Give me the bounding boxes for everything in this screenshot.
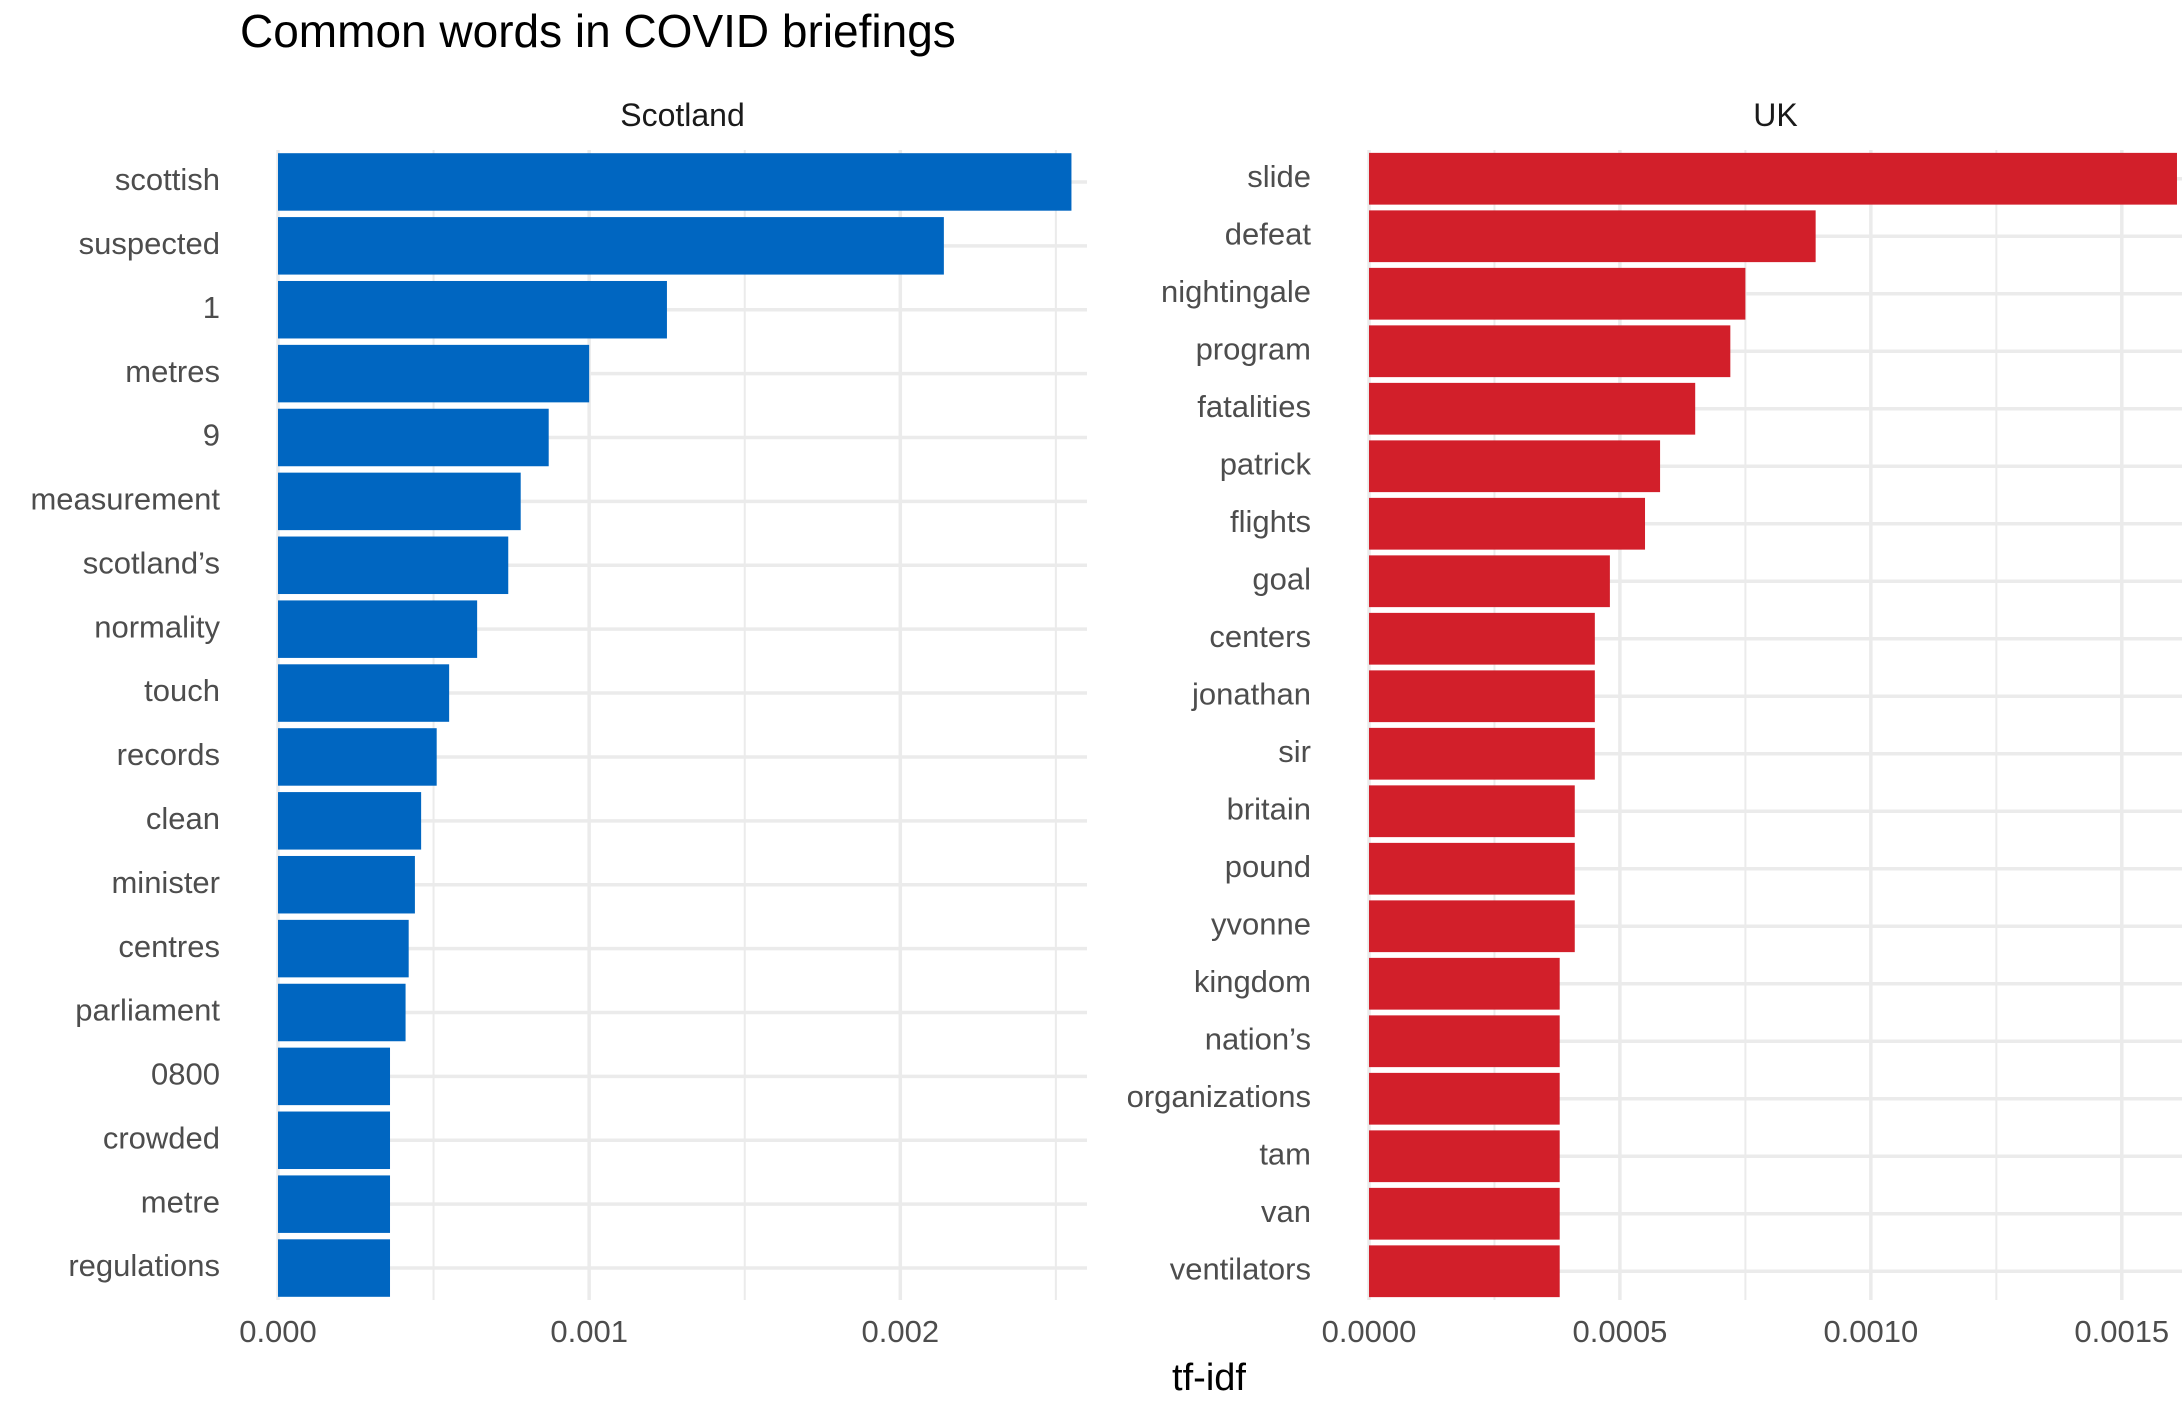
x-tick-label: 0.0005 <box>1573 1314 1668 1349</box>
y-tick-label: patrick <box>1220 446 1312 481</box>
bar <box>278 600 478 658</box>
x-tick-label: 0.000 <box>239 1314 317 1349</box>
bar <box>278 1239 391 1297</box>
y-tick-label: 0800 <box>151 1057 220 1092</box>
bar <box>278 728 437 786</box>
y-tick-label: measurement <box>30 482 220 517</box>
panel-uk: slide defeat nightingale program fatalities p… <box>1127 97 2182 1349</box>
y-tick-label: nightingale <box>1161 274 1311 309</box>
y-tick-label: touch <box>144 673 220 708</box>
bar <box>278 855 415 914</box>
x-tick-label: 0.0015 <box>2074 1314 2169 1349</box>
x-tick-label: 0.0000 <box>1322 1314 1417 1349</box>
y-tick-label: kingdom <box>1194 964 1311 999</box>
bar <box>278 1175 391 1233</box>
y-tick-label: van <box>1261 1194 1311 1229</box>
y-tick-label: minister <box>111 865 220 900</box>
x-tick-label: 0.002 <box>862 1314 940 1349</box>
bar <box>278 664 450 722</box>
bar <box>278 919 409 978</box>
panel-scotland: scottish suspected 1 metres 9 measurement scot… <box>30 97 1087 1349</box>
bar <box>1369 1130 1560 1183</box>
bar <box>278 280 667 339</box>
y-tick-label: clean <box>146 801 220 836</box>
bar <box>1369 900 1575 953</box>
bar <box>1369 497 1646 550</box>
y-tick-label: parliament <box>75 993 220 1028</box>
y-tick-label: crowded <box>103 1120 220 1155</box>
y-tick-label: pound <box>1225 849 1311 884</box>
x-tick-label: 0.001 <box>550 1314 628 1349</box>
y-tick-label: normality <box>94 609 220 644</box>
y-tick-label: organizations <box>1127 1079 1311 1114</box>
bar <box>1369 1015 1560 1068</box>
bar <box>1369 210 1816 263</box>
bar <box>278 983 406 1042</box>
bar <box>1369 1072 1560 1125</box>
y-tick-label: program <box>1196 331 1311 366</box>
bar <box>278 1111 391 1170</box>
bar <box>1369 440 1661 493</box>
bar <box>1369 1187 1560 1240</box>
y-tick-label: sir <box>1278 734 1311 769</box>
bar <box>1369 957 1560 1010</box>
bar <box>278 217 944 275</box>
y-tick-label: metres <box>125 354 220 389</box>
y-tick-label: defeat <box>1225 216 1312 251</box>
y-tick-label: nation’s <box>1205 1021 1311 1056</box>
bar <box>1369 842 1575 895</box>
y-tick-label: centres <box>118 929 220 964</box>
y-tick-label: scotland’s <box>83 545 220 580</box>
y-tick-label: tam <box>1259 1136 1311 1171</box>
bar <box>1369 670 1595 723</box>
chart-title: Common words in COVID briefings <box>240 5 956 57</box>
facet-label: Scotland <box>620 97 745 133</box>
bar <box>1369 325 1731 378</box>
bar <box>1369 1245 1560 1298</box>
y-tick-label: suspected <box>79 226 220 261</box>
y-tick-label: metre <box>141 1184 220 1219</box>
y-tick-label: goal <box>1252 561 1311 596</box>
bar <box>1369 152 2177 205</box>
bar <box>1369 555 1610 608</box>
y-tick-label: scottish <box>115 162 220 197</box>
bar <box>278 1047 391 1106</box>
y-tick-label: centers <box>1209 619 1311 654</box>
bar <box>1369 382 1696 435</box>
y-tick-label: regulations <box>68 1248 220 1283</box>
bar <box>1369 267 1746 320</box>
bar <box>1369 727 1595 780</box>
x-tick-label: 0.0010 <box>1823 1314 1918 1349</box>
bar <box>1369 785 1575 838</box>
x-axis-label: tf-idf <box>1172 1357 1246 1399</box>
y-tick-label: 1 <box>203 290 220 325</box>
bar <box>1369 612 1595 665</box>
y-tick-label: flights <box>1230 504 1311 539</box>
facet-label: UK <box>1753 97 1797 133</box>
y-tick-label: ventilators <box>1170 1251 1311 1286</box>
bar <box>278 536 509 595</box>
bar <box>278 472 521 531</box>
y-tick-label: yvonne <box>1211 906 1311 941</box>
y-tick-label: 9 <box>203 418 220 453</box>
y-tick-label: slide <box>1247 159 1311 194</box>
y-tick-label: records <box>117 737 220 772</box>
y-tick-label: fatalities <box>1197 389 1311 424</box>
bar <box>278 792 422 850</box>
y-tick-label: jonathan <box>1191 676 1311 711</box>
bar <box>278 153 1072 211</box>
y-tick-label: britain <box>1227 791 1311 826</box>
bar <box>278 408 549 467</box>
bar <box>278 344 590 403</box>
